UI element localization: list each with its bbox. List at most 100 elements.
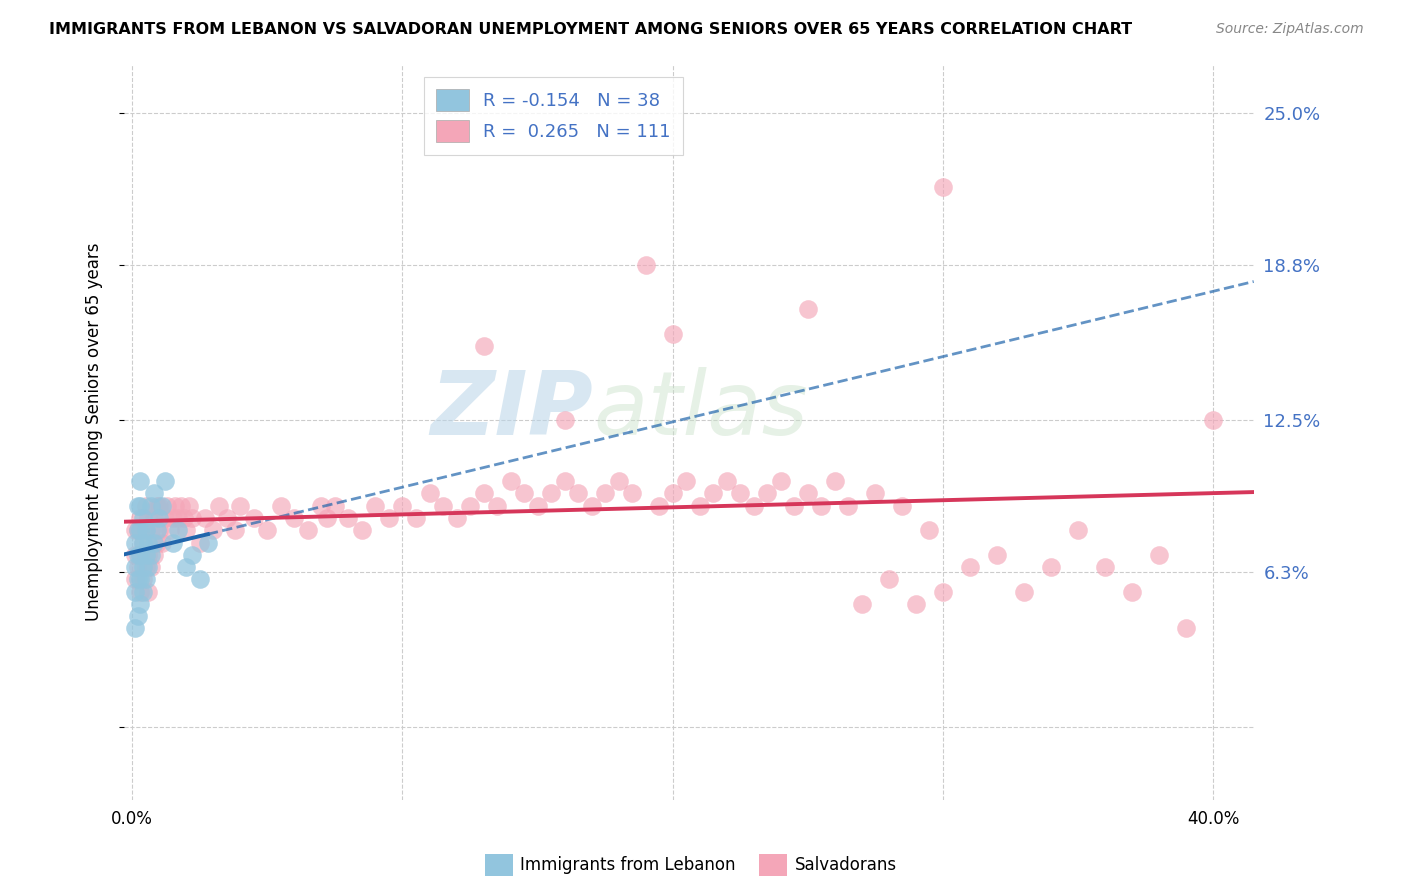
Point: [446, 511, 468, 525]
Point: [1012, 584, 1035, 599]
Point: [851, 597, 873, 611]
Point: [135, 523, 157, 537]
Point: [243, 511, 266, 525]
Point: [270, 499, 292, 513]
Point: [208, 499, 231, 513]
Point: [150, 535, 173, 549]
Point: [127, 548, 149, 562]
Point: [202, 523, 225, 537]
Point: [124, 622, 146, 636]
Point: [156, 499, 179, 513]
Point: [607, 474, 630, 488]
Point: [215, 511, 238, 525]
Point: [129, 573, 152, 587]
Point: [148, 523, 170, 537]
Point: [188, 535, 211, 549]
Point: [177, 499, 200, 513]
Point: [129, 597, 152, 611]
Point: [173, 511, 195, 525]
Point: [129, 548, 152, 562]
Point: [661, 326, 683, 341]
Point: [932, 584, 955, 599]
Point: [513, 486, 536, 500]
Point: [554, 413, 576, 427]
Point: [391, 499, 413, 513]
Point: [526, 499, 548, 513]
Point: [132, 584, 155, 599]
Point: [499, 474, 522, 488]
Point: [283, 511, 305, 525]
Point: [311, 499, 333, 513]
Point: [180, 511, 202, 525]
Point: [378, 511, 401, 525]
Text: ZIP: ZIP: [430, 367, 593, 453]
Point: [124, 523, 146, 537]
Point: [865, 486, 887, 500]
Point: [769, 474, 792, 488]
Point: [180, 548, 202, 562]
Point: [959, 560, 981, 574]
Point: [315, 511, 337, 525]
Point: [141, 548, 163, 562]
Point: [127, 560, 149, 574]
Text: IMMIGRANTS FROM LEBANON VS SALVADORAN UNEMPLOYMENT AMONG SENIORS OVER 65 YEARS C: IMMIGRANTS FROM LEBANON VS SALVADORAN UN…: [49, 22, 1132, 37]
Point: [742, 499, 765, 513]
Point: [1202, 413, 1225, 427]
Text: Salvadorans: Salvadorans: [794, 856, 897, 874]
Point: [167, 523, 190, 537]
Point: [142, 535, 165, 549]
Point: [194, 511, 217, 525]
Point: [145, 523, 167, 537]
Point: [148, 499, 170, 513]
Point: [141, 560, 163, 574]
Point: [138, 511, 160, 525]
Point: [129, 584, 152, 599]
Point: [634, 258, 657, 272]
Point: [472, 339, 495, 353]
Point: [418, 486, 440, 500]
Point: [323, 499, 346, 513]
Point: [153, 511, 176, 525]
Point: [142, 486, 165, 500]
Point: [174, 523, 197, 537]
Point: [159, 523, 181, 537]
Point: [486, 499, 509, 513]
Point: [129, 548, 152, 562]
Point: [188, 573, 211, 587]
Point: [810, 499, 832, 513]
Point: [124, 573, 146, 587]
Point: [567, 486, 589, 500]
Point: [1121, 584, 1143, 599]
Point: [661, 486, 683, 500]
Point: [472, 486, 495, 500]
Point: [138, 548, 160, 562]
Point: [148, 511, 170, 525]
Point: [224, 523, 246, 537]
Point: [135, 499, 157, 513]
Point: [162, 535, 184, 549]
Point: [540, 486, 562, 500]
Text: Immigrants from Lebanon: Immigrants from Lebanon: [520, 856, 735, 874]
Point: [337, 511, 360, 525]
Point: [132, 573, 155, 587]
Point: [165, 499, 187, 513]
Point: [797, 302, 820, 317]
Point: [142, 511, 165, 525]
Point: [132, 560, 155, 574]
Point: [581, 499, 603, 513]
Point: [593, 486, 616, 500]
Point: [124, 560, 146, 574]
Point: [197, 535, 219, 549]
Point: [132, 535, 155, 549]
Point: [127, 523, 149, 537]
Point: [142, 548, 165, 562]
Point: [405, 511, 427, 525]
Point: [256, 523, 278, 537]
Point: [129, 523, 152, 537]
Point: [689, 499, 711, 513]
Point: [124, 548, 146, 562]
Point: [132, 511, 155, 525]
Point: [1147, 548, 1170, 562]
Point: [124, 535, 146, 549]
Point: [127, 499, 149, 513]
